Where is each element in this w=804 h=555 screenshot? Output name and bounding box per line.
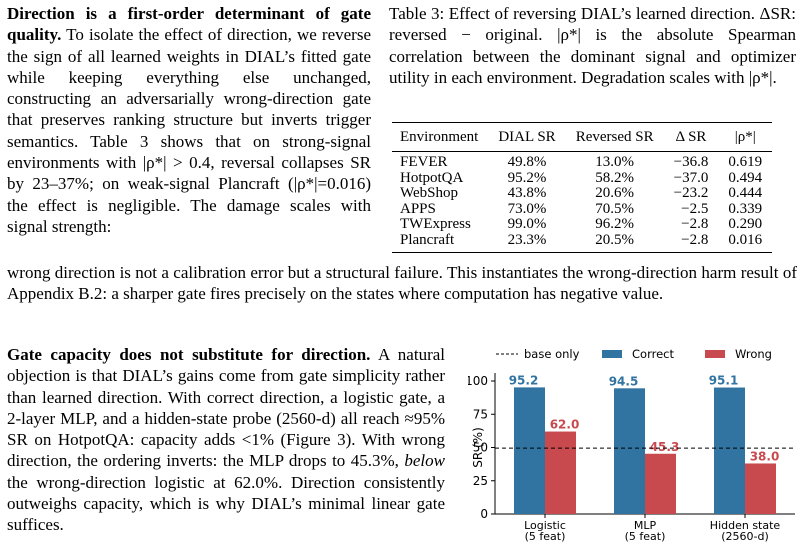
cell-environment: FEVER [400, 154, 448, 170]
bar-wrong [645, 453, 676, 514]
x-tick-label: Hidden state [710, 519, 781, 532]
col-dial-sr: DIAL SR [488, 122, 566, 152]
cell-delta-sr: −2.8 [681, 216, 709, 233]
cell-dial-sr: 95.2% [507, 169, 547, 186]
cell-rho: 0.444 [728, 185, 763, 202]
cell-dial-sr: 43.8% [507, 185, 547, 202]
cell-environment: Plancraft [392, 232, 489, 253]
cell-rho: 0.290 [728, 216, 763, 233]
cell-dial-sr: 49.8% [507, 154, 547, 170]
cell-delta-sr: −2.5 [681, 200, 709, 217]
table-row: FEVER 49.8% 13.0% −36.8 0.619 [392, 152, 772, 171]
data-label-wrong: 38.0 [750, 449, 780, 463]
paragraph-heading: Direction is a first-order determinant o… [7, 4, 371, 45]
legend-label-correct: Correct [632, 347, 674, 361]
cell-reversed-sr: 58.2% [595, 169, 635, 186]
bar-correct [614, 388, 645, 514]
x-tick-label: (2560-d) [721, 530, 769, 543]
cell-environment: TWExpress [400, 216, 471, 233]
cell-reversed-sr: 20.5% [565, 232, 664, 253]
col-reversed-sr: Reversed SR [565, 122, 664, 152]
cell-rho: 0.494 [728, 169, 763, 186]
cell-environment: APPS [400, 200, 436, 217]
cell-environment: WebShop [400, 185, 458, 202]
cell-reversed-sr: 70.5% [595, 200, 635, 217]
paragraph-body: To isolate the effect of direction, we r… [7, 25, 371, 236]
paragraph-body: A natural objection is that DIAL’s gains… [7, 345, 445, 471]
x-tick-label: (5 feat) [625, 530, 666, 543]
data-label-correct: 94.5 [609, 374, 639, 388]
paragraph-heading: Gate capacity does not substitute for di… [7, 345, 371, 364]
legend-swatch-wrong [705, 350, 725, 358]
x-tick-label: Logistic [524, 519, 566, 532]
bar-correct [514, 387, 545, 514]
col-delta-sr: Δ SR [663, 122, 719, 152]
x-tick-label: (5 feat) [525, 530, 566, 543]
legend-swatch-correct [602, 350, 622, 358]
emphasis-text: below [404, 451, 445, 471]
data-label-correct: 95.2 [509, 373, 539, 387]
cell-delta-sr: −23.2 [673, 185, 709, 202]
cell-rho: 0.016 [718, 232, 773, 253]
cell-delta-sr: −37.0 [673, 169, 709, 186]
paragraph-direction: Direction is a first-order determinant o… [7, 3, 371, 237]
table-header-row: Environment DIAL SR Reversed SR Δ SR |ρ*… [392, 122, 773, 152]
table-row: WebShop 43.8% 20.6% −23.2 0.444 [392, 186, 772, 202]
bar-correct [714, 387, 745, 514]
results-table: Environment DIAL SR Reversed SR Δ SR |ρ*… [392, 122, 773, 253]
paragraph-body-end: the wrong-direction logistic at 62.0%. D… [7, 472, 445, 535]
table-row: Plancraft 23.3% 20.5% −2.8 0.016 [392, 232, 773, 253]
y-tick-label: 0 [480, 507, 488, 521]
paragraph-direction-continued: wrong direction is not a calibration err… [7, 263, 797, 304]
data-label-wrong: 62.0 [550, 418, 580, 432]
cell-delta-sr: −36.8 [673, 154, 709, 170]
bar-wrong [745, 463, 776, 514]
cell-dial-sr: 73.0% [507, 200, 547, 217]
col-environment: Environment [392, 122, 489, 152]
legend-label-wrong: Wrong [735, 347, 772, 361]
table-row: TWExpress 99.0% 96.2% −2.8 0.290 [392, 217, 772, 233]
table-row: HotpotQA 95.2% 58.2% −37.0 0.494 [392, 169, 772, 187]
y-tick-label: 75 [473, 407, 488, 421]
paragraph-capacity: Gate capacity does not substitute for di… [7, 344, 445, 536]
table-caption: Table 3: Effect of reversing DIAL’s lear… [389, 4, 796, 87]
cell-rho: 0.619 [728, 154, 763, 170]
y-tick-label: 25 [473, 474, 488, 488]
legend-baseline-label: base only [524, 347, 580, 361]
bar-wrong [545, 431, 576, 514]
y-tick-label: 100 [468, 374, 488, 388]
data-label-wrong: 45.3 [650, 440, 680, 454]
cell-reversed-sr: 96.2% [595, 216, 635, 233]
cell-dial-sr: 23.3% [488, 232, 566, 253]
cell-reversed-sr: 20.6% [595, 185, 635, 202]
data-label-correct: 95.1 [709, 374, 739, 388]
cell-reversed-sr: 13.0% [595, 154, 635, 170]
table-row: APPS 73.0% 70.5% −2.5 0.339 [392, 200, 772, 218]
y-axis-label: SR (%) [471, 427, 485, 468]
y-tick-label: 50 [473, 441, 488, 455]
cell-delta-sr: −2.8 [663, 232, 719, 253]
col-rho: |ρ*| [718, 122, 773, 152]
cell-environment: HotpotQA [400, 169, 464, 186]
cell-dial-sr: 99.0% [507, 216, 547, 233]
x-tick-label: MLP [634, 519, 657, 532]
cell-rho: 0.339 [728, 200, 763, 217]
